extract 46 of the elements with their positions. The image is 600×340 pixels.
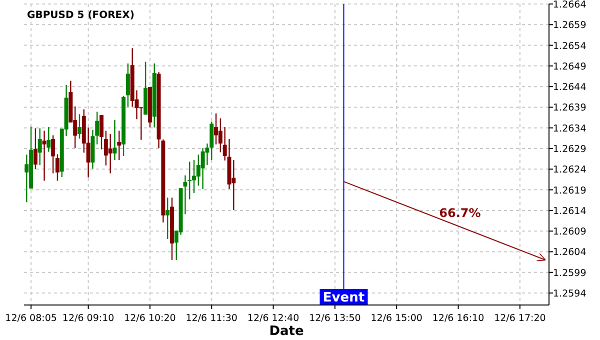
candlestick bbox=[232, 159, 236, 211]
candlestick bbox=[108, 133, 112, 174]
ref-line-label: Event bbox=[322, 290, 365, 306]
candlestick bbox=[46, 126, 51, 152]
x-tick-label: 12/6 09:10 bbox=[62, 313, 114, 324]
y-tick-label: 1.2654 bbox=[553, 40, 586, 52]
candlestick bbox=[200, 148, 205, 190]
candlestick bbox=[166, 197, 170, 240]
candlestick bbox=[210, 121, 214, 161]
y-tick-label: 1.2594 bbox=[553, 288, 586, 300]
candlestick bbox=[33, 128, 38, 170]
candlestick bbox=[38, 128, 42, 166]
candlestick bbox=[24, 154, 29, 203]
x-tick-label: 12/6 10:20 bbox=[124, 313, 176, 324]
annotation: 66.7% bbox=[439, 206, 481, 220]
y-tick-label: 1.2629 bbox=[553, 144, 586, 156]
text: GBPUSD 5 (FOREX) bbox=[27, 10, 134, 21]
candlestick bbox=[51, 134, 56, 174]
x-tick-label: 12/6 08:05 bbox=[5, 313, 57, 324]
y-tick-label: 1.2604 bbox=[553, 247, 586, 258]
candlestick bbox=[126, 62, 130, 108]
x-axis-title: Date bbox=[269, 324, 304, 339]
y-tick-label: 1.2644 bbox=[553, 82, 586, 94]
x-tick-label: 12/6 12:40 bbox=[247, 313, 300, 324]
candlestick bbox=[78, 114, 82, 140]
candlestick bbox=[112, 119, 117, 161]
y-tick-label: 1.2599 bbox=[553, 268, 586, 279]
candlestick bbox=[42, 130, 46, 182]
y-tick-label: 1.2659 bbox=[553, 20, 586, 32]
y-tick-label: 1.2614 bbox=[553, 206, 586, 217]
x-tick-label: 12/6 13:50 bbox=[309, 313, 361, 324]
y-tick-label: 1.2624 bbox=[553, 164, 586, 176]
y-tick-label: 1.2639 bbox=[553, 102, 586, 114]
x-tick-label: 12/6 17:20 bbox=[494, 313, 546, 324]
x-tick-label: 12/6 16:10 bbox=[432, 313, 484, 324]
y-tick-label: 1.2619 bbox=[553, 185, 586, 196]
candlestick bbox=[100, 114, 104, 150]
y-tick-label: 1.2634 bbox=[553, 123, 586, 134]
candlestick bbox=[117, 130, 122, 161]
x-tick-label: 12/6 15:00 bbox=[370, 313, 422, 324]
y-tick-label: 1.2609 bbox=[553, 226, 586, 238]
candlestick bbox=[214, 112, 218, 145]
y-tick-label: 1.2649 bbox=[553, 61, 586, 72]
candlestick bbox=[55, 154, 60, 182]
y-tick-label: 1.2664 bbox=[553, 0, 586, 10]
x-tick-label: 12/6 11:30 bbox=[186, 313, 238, 324]
